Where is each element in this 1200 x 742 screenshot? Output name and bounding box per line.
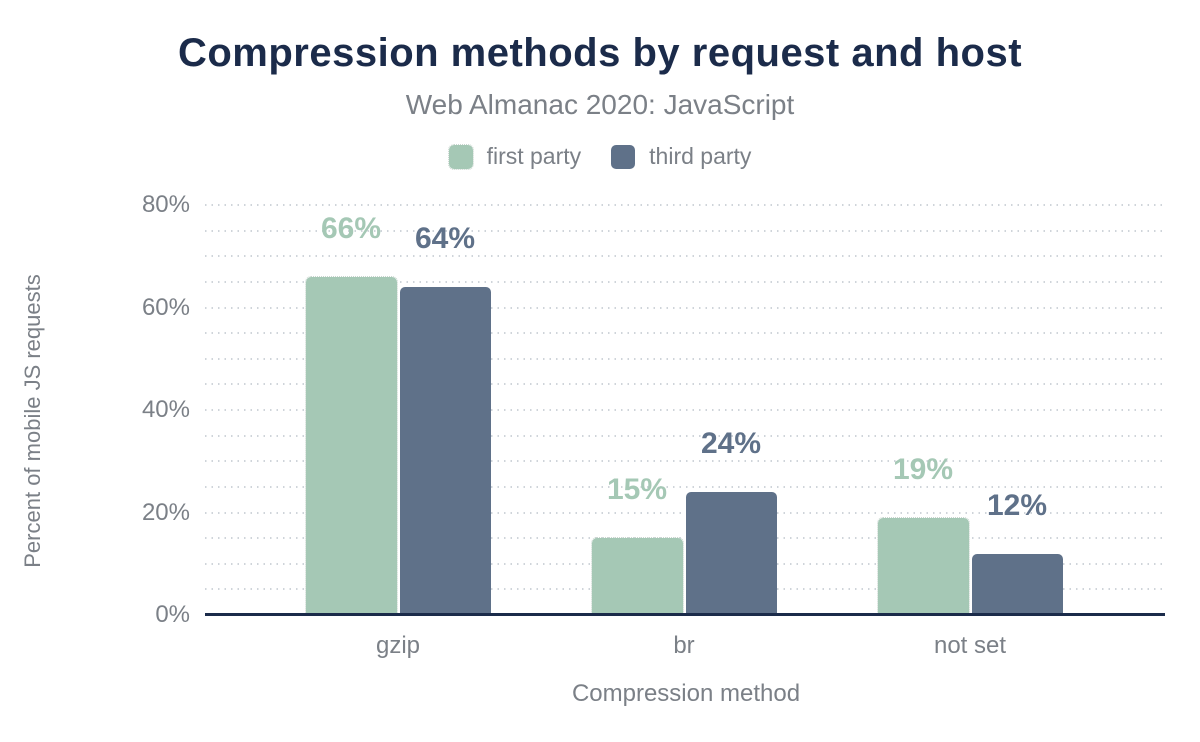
chart-subtitle: Web Almanac 2020: JavaScript: [405, 89, 795, 120]
y-tick-label-60: 60%: [141, 293, 190, 321]
bar-value-label-first-party-gzip: 66%: [320, 211, 382, 245]
gridline-70pct: [205, 255, 1165, 258]
gridline-15pct: [205, 537, 1165, 540]
gridline-45pct: [205, 383, 1165, 386]
x-axis-baseline: [205, 613, 1165, 616]
bar-first-party-gzip: [304, 275, 398, 617]
x-tick-label-gzip: gzip: [375, 632, 421, 659]
gridline-80pct: [205, 204, 1165, 206]
gridline-35pct: [205, 434, 1165, 437]
gridline-65pct: [205, 280, 1165, 283]
x-axis-title: Compression method: [571, 680, 801, 707]
legend-swatch-third-party: [611, 144, 636, 169]
gridline-50pct: [205, 357, 1165, 360]
legend-label-first-party: first party: [486, 143, 582, 169]
x-tick-label-br: br: [673, 632, 695, 659]
bar-first-party-not-set: [876, 516, 970, 617]
bar-third-party-gzip: [399, 287, 491, 615]
gridline-75pct: [205, 229, 1165, 232]
legend-item-third-party: third party: [611, 143, 751, 170]
legend-label-third-party: third party: [649, 143, 752, 169]
gridline-10pct: [205, 562, 1165, 565]
gridline-30pct: [205, 460, 1165, 463]
legend-swatch-first-party: [447, 143, 474, 170]
gridline-60pct: [205, 306, 1165, 309]
legend-item-first-party: first party: [447, 143, 582, 170]
bar-third-party-br: [685, 492, 777, 615]
gridline-5pct: [205, 588, 1165, 591]
x-tick-label-not-set: not set: [933, 632, 1007, 659]
bar-value-label-first-party-not-set: 19%: [892, 452, 954, 486]
gridline-25pct: [205, 485, 1165, 488]
chart-title: Compression methods by request and host: [177, 31, 1023, 75]
gridline-20pct: [205, 511, 1165, 514]
gridline-40pct: [205, 409, 1165, 411]
y-tick-label-0: 0%: [155, 601, 190, 628]
bar-value-label-third-party-br: 24%: [700, 427, 762, 460]
y-tick-label-20: 20%: [141, 498, 190, 526]
bar-value-label-first-party-br: 15%: [606, 473, 668, 507]
y-tick-label-40: 40%: [141, 396, 190, 423]
bar-value-label-third-party-not-set: 12%: [986, 488, 1048, 522]
bar-first-party-br: [590, 537, 684, 616]
bar-third-party-not-set: [971, 553, 1063, 615]
legend: first party third party: [0, 143, 1200, 170]
bar-value-label-third-party-gzip: 64%: [414, 222, 476, 255]
y-tick-label-80: 80%: [141, 191, 190, 218]
gridline-55pct: [205, 332, 1165, 335]
